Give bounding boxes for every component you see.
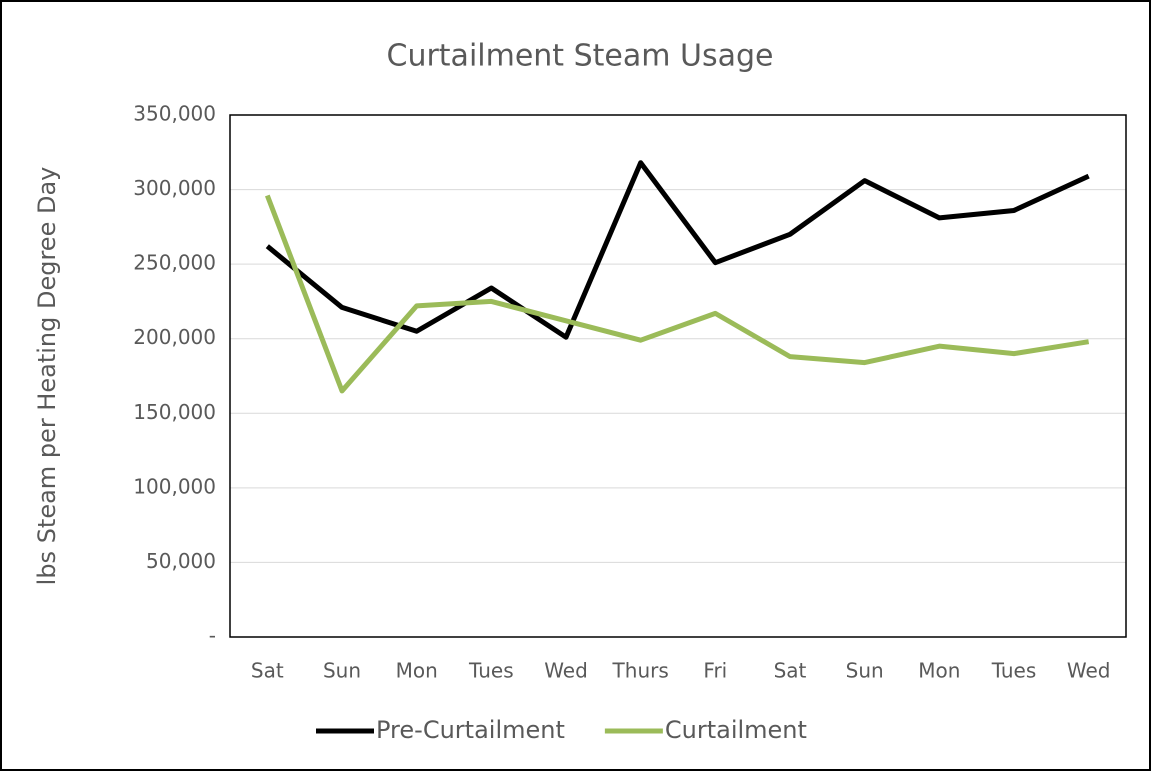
x-tick-label: Wed — [1067, 659, 1111, 683]
x-tick-label: Mon — [918, 659, 960, 683]
y-axis-label: lbs Steam per Heating Degree Day — [33, 167, 61, 586]
chart-title: Curtailment Steam Usage — [387, 39, 774, 74]
x-tick-label: Tues — [991, 659, 1037, 683]
y-tick-label: 100,000 — [133, 474, 216, 498]
y-tick-label: 300,000 — [133, 176, 216, 200]
line-series — [265, 160, 1090, 340]
x-tick-label: Sun — [846, 659, 884, 683]
x-tick-label: Sat — [774, 659, 807, 683]
y-tick-label: - — [209, 624, 216, 648]
x-tick-label: Sat — [251, 659, 284, 683]
x-tick-label: Mon — [396, 659, 438, 683]
x-tick-label: Wed — [544, 659, 588, 683]
x-tick-label: Fri — [703, 659, 727, 683]
line-series — [264, 194, 1090, 394]
y-tick-label: 50,000 — [146, 549, 216, 573]
y-tick-label: 150,000 — [133, 400, 216, 424]
y-tick-label: 350,000 — [133, 102, 216, 126]
y-tick-label: 200,000 — [133, 325, 216, 349]
x-tick-label: Thurs — [612, 659, 669, 683]
y-tick-label: 250,000 — [133, 251, 216, 275]
legend-label: Curtailment — [665, 716, 807, 744]
x-tick-label: Sun — [323, 659, 361, 683]
plot-border — [229, 114, 1127, 638]
legend-label: Pre-Curtailment — [376, 716, 565, 744]
x-tick-label: Tues — [468, 659, 514, 683]
